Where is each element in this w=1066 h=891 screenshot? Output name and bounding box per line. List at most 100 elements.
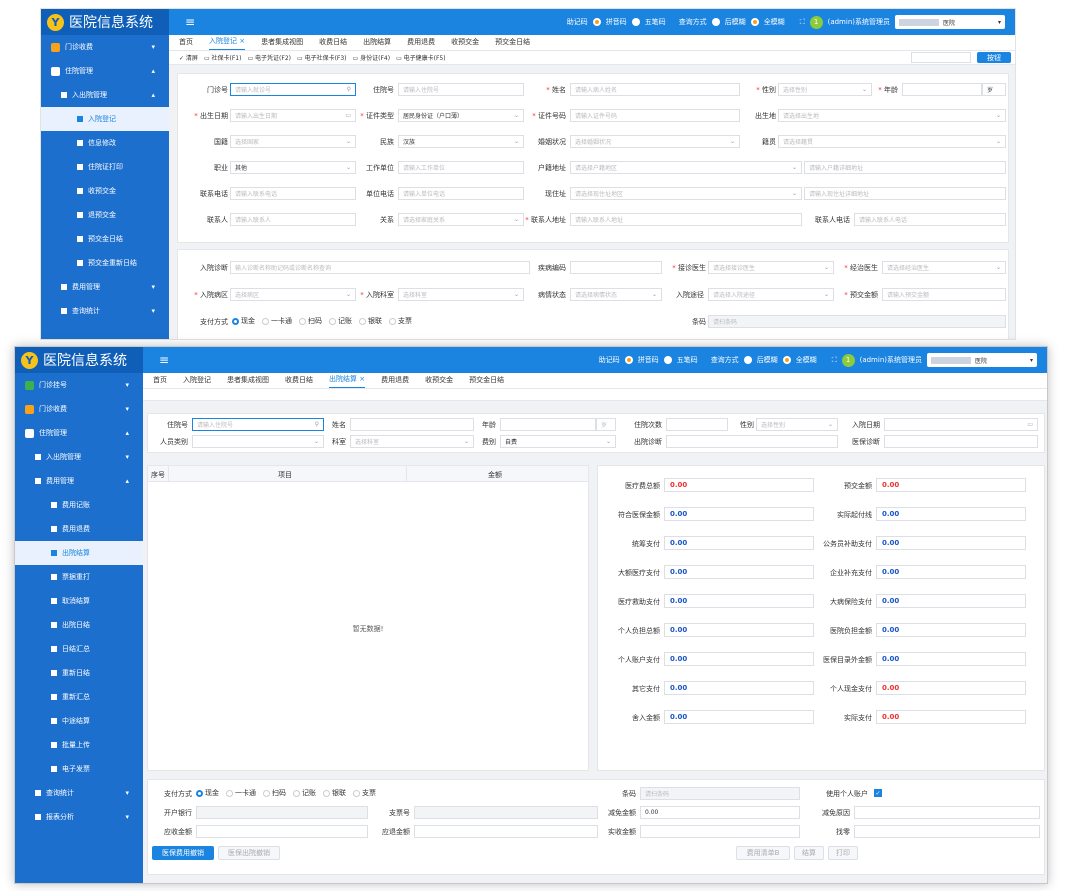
avatar[interactable]: 1 [841, 353, 855, 367]
radio-pinyin[interactable] [624, 356, 633, 364]
menu-toggle-icon[interactable]: ≡ [159, 353, 170, 367]
pay-radio[interactable]: 记账 [329, 316, 352, 326]
pay-radio[interactable]: 现金 [196, 788, 219, 798]
pay-radio[interactable]: 支票 [389, 316, 412, 326]
condition-select[interactable]: 请选择病情状态 ⌄ [570, 288, 662, 301]
birthplace-select[interactable]: 请选择出生地 ⌄ [778, 109, 1006, 122]
phone-input[interactable]: 请输入联系电话 [230, 187, 356, 200]
sidebar-item[interactable]: 收预交金 [41, 179, 169, 203]
sidebar-item[interactable]: 费用管理 ▴ [15, 469, 143, 493]
person-type-select[interactable]: ⌄ [192, 435, 324, 448]
fee-type-select[interactable]: 自费 ⌄ [500, 435, 616, 448]
sidebar-item[interactable]: 出院结算 [15, 541, 143, 565]
native-place-select[interactable]: 请选择籍贯 ⌄ [778, 135, 1006, 148]
pay-radio[interactable]: 扫码 [299, 316, 322, 326]
admit-count-input[interactable] [666, 418, 728, 431]
household-region-select[interactable]: 请选择户籍地区 ⌄ [570, 161, 802, 174]
menu-toggle-icon[interactable]: ≡ [185, 15, 196, 29]
change-input[interactable] [854, 825, 1040, 838]
tab[interactable]: 费用退费 [407, 38, 436, 46]
pay-radio[interactable]: 扫码 [263, 788, 286, 798]
tab[interactable]: 首页 [179, 38, 193, 46]
search-button[interactable]: 按钮 [977, 52, 1011, 63]
contact-phone-input[interactable]: 请输入联系人电话 [854, 213, 1006, 226]
ethnicity-select[interactable]: 汉族 ⌄ [398, 135, 524, 148]
sidebar-item[interactable]: 费用管理 ▾ [41, 275, 169, 299]
user-name[interactable]: (admin)系统管理员 [827, 18, 890, 26]
discount-input[interactable]: 0.00 [640, 806, 800, 819]
tab[interactable]: 收预交金 [425, 376, 454, 384]
sidebar-item[interactable]: 报表分析 ▾ [15, 805, 143, 829]
age-unit-select[interactable]: 岁 [982, 83, 1006, 96]
tab[interactable]: 患者集成视图 [227, 376, 269, 384]
tab[interactable]: 出院结算 × [329, 374, 366, 388]
tab[interactable]: 入院登记 [183, 376, 211, 384]
name-input[interactable]: 请输入病人姓名 [570, 83, 740, 96]
toolbar-button[interactable]: ▭ 电子凭证(F2) [247, 55, 291, 62]
sidebar-item[interactable]: 票据重打 [15, 565, 143, 589]
sidebar-item[interactable]: 取消结算 [15, 589, 143, 613]
sidebar-item[interactable]: 入出院管理 ▴ [41, 83, 169, 107]
current-detail-input[interactable]: 请输入现住址详细地址 [804, 187, 1006, 200]
sidebar-item[interactable]: 住院管理 ▴ [15, 421, 143, 445]
tab[interactable]: 预交金日结 [495, 38, 531, 46]
disease-code-input[interactable] [570, 261, 662, 274]
radio-wubi[interactable] [631, 18, 640, 26]
marital-select[interactable]: 选择婚姻状况 ⌄ [570, 135, 740, 148]
tab[interactable]: 收预交金 [451, 38, 480, 46]
sidebar-item[interactable]: 批量上传 [15, 733, 143, 757]
sidebar-item[interactable]: 门诊收费 ▾ [41, 35, 169, 59]
tab[interactable]: 费用退费 [381, 376, 410, 384]
radio-suffix-fuzzy[interactable] [743, 356, 752, 364]
outpatient-no-input[interactable]: 请输入就诊号 ⚲ [230, 83, 356, 96]
sidebar-item[interactable]: 日结汇总 [15, 637, 143, 661]
pay-radio[interactable]: 银联 [323, 788, 346, 798]
tab[interactable]: 收费日结 [319, 38, 348, 46]
name-input[interactable] [350, 418, 474, 431]
receiving-doctor-select[interactable]: 请选择接诊医生 ⌄ [708, 261, 834, 274]
occupation-select[interactable]: 其他 ⌄ [230, 161, 356, 174]
tab[interactable]: 首页 [153, 376, 167, 384]
refund-input[interactable] [414, 825, 598, 838]
toolbar-button[interactable]: ▭ 社保卡(F1) [203, 55, 242, 62]
sidebar-item[interactable]: 预交金重新日结 [41, 251, 169, 275]
discharge-diag-input[interactable] [666, 435, 838, 448]
admit-date-input[interactable]: ▭ [884, 418, 1038, 431]
sidebar-item[interactable]: 住院管理 ▴ [41, 59, 169, 83]
admit-diagnosis-input[interactable]: 输入诊断名称助记码或诊断名称查询 [230, 261, 530, 274]
birth-date-input[interactable]: 请输入出生日期 ▭ [230, 109, 356, 122]
settle-button[interactable]: 结算 [794, 846, 824, 860]
sidebar-item[interactable]: 预交金日结 [41, 227, 169, 251]
sidebar-item[interactable]: 重新日结 [15, 661, 143, 685]
avatar[interactable]: 1 [809, 15, 823, 29]
discount-reason-input[interactable] [854, 806, 1040, 819]
tab[interactable]: 收费日结 [285, 376, 313, 384]
dept-select[interactable]: 选择科室 ⌄ [350, 435, 474, 448]
route-select[interactable]: 请选择入院途径 ⌄ [708, 288, 834, 301]
gender-select[interactable]: 选择性别 ⌄ [778, 83, 872, 96]
fee-list-button[interactable]: 费用清单B [736, 846, 790, 860]
inpatient-no-input[interactable]: 请输入住院号 [398, 83, 524, 96]
gender-select[interactable]: 选择性别 ⌄ [756, 418, 838, 431]
attending-doctor-select[interactable]: 请选择经治医生 ⌄ [882, 261, 1006, 274]
contact-address-input[interactable]: 请输入联系人地址 [570, 213, 802, 226]
quick-search-input[interactable] [911, 52, 971, 63]
ward-select[interactable]: 选择病区 ⌄ [230, 288, 356, 301]
pay-radio[interactable]: 记账 [293, 788, 316, 798]
sidebar-item[interactable]: 电子发票 [15, 757, 143, 781]
bank-input[interactable] [196, 806, 368, 819]
toolbar-button[interactable]: ✓ 清屏 [179, 55, 198, 62]
sidebar-item[interactable]: 中途结算 [15, 709, 143, 733]
sidebar-item[interactable]: 入出院管理 ▾ [15, 445, 143, 469]
sidebar-item[interactable]: 门诊收费 ▾ [15, 397, 143, 421]
use-account-checkbox[interactable]: ✓ [874, 789, 882, 797]
id-type-select[interactable]: 居民身份证（户口薄） ⌄ [398, 109, 524, 122]
check-no-input[interactable] [414, 806, 598, 819]
radio-suffix-fuzzy[interactable] [711, 18, 720, 26]
pay-radio[interactable]: 一卡通 [262, 316, 292, 326]
hospital-select[interactable]: 医院 ▾ [895, 15, 1005, 29]
age-input[interactable] [902, 83, 982, 96]
sidebar-item[interactable]: 查询统计 ▾ [15, 781, 143, 805]
pay-radio[interactable]: 一卡通 [226, 788, 256, 798]
received-input[interactable] [640, 825, 800, 838]
